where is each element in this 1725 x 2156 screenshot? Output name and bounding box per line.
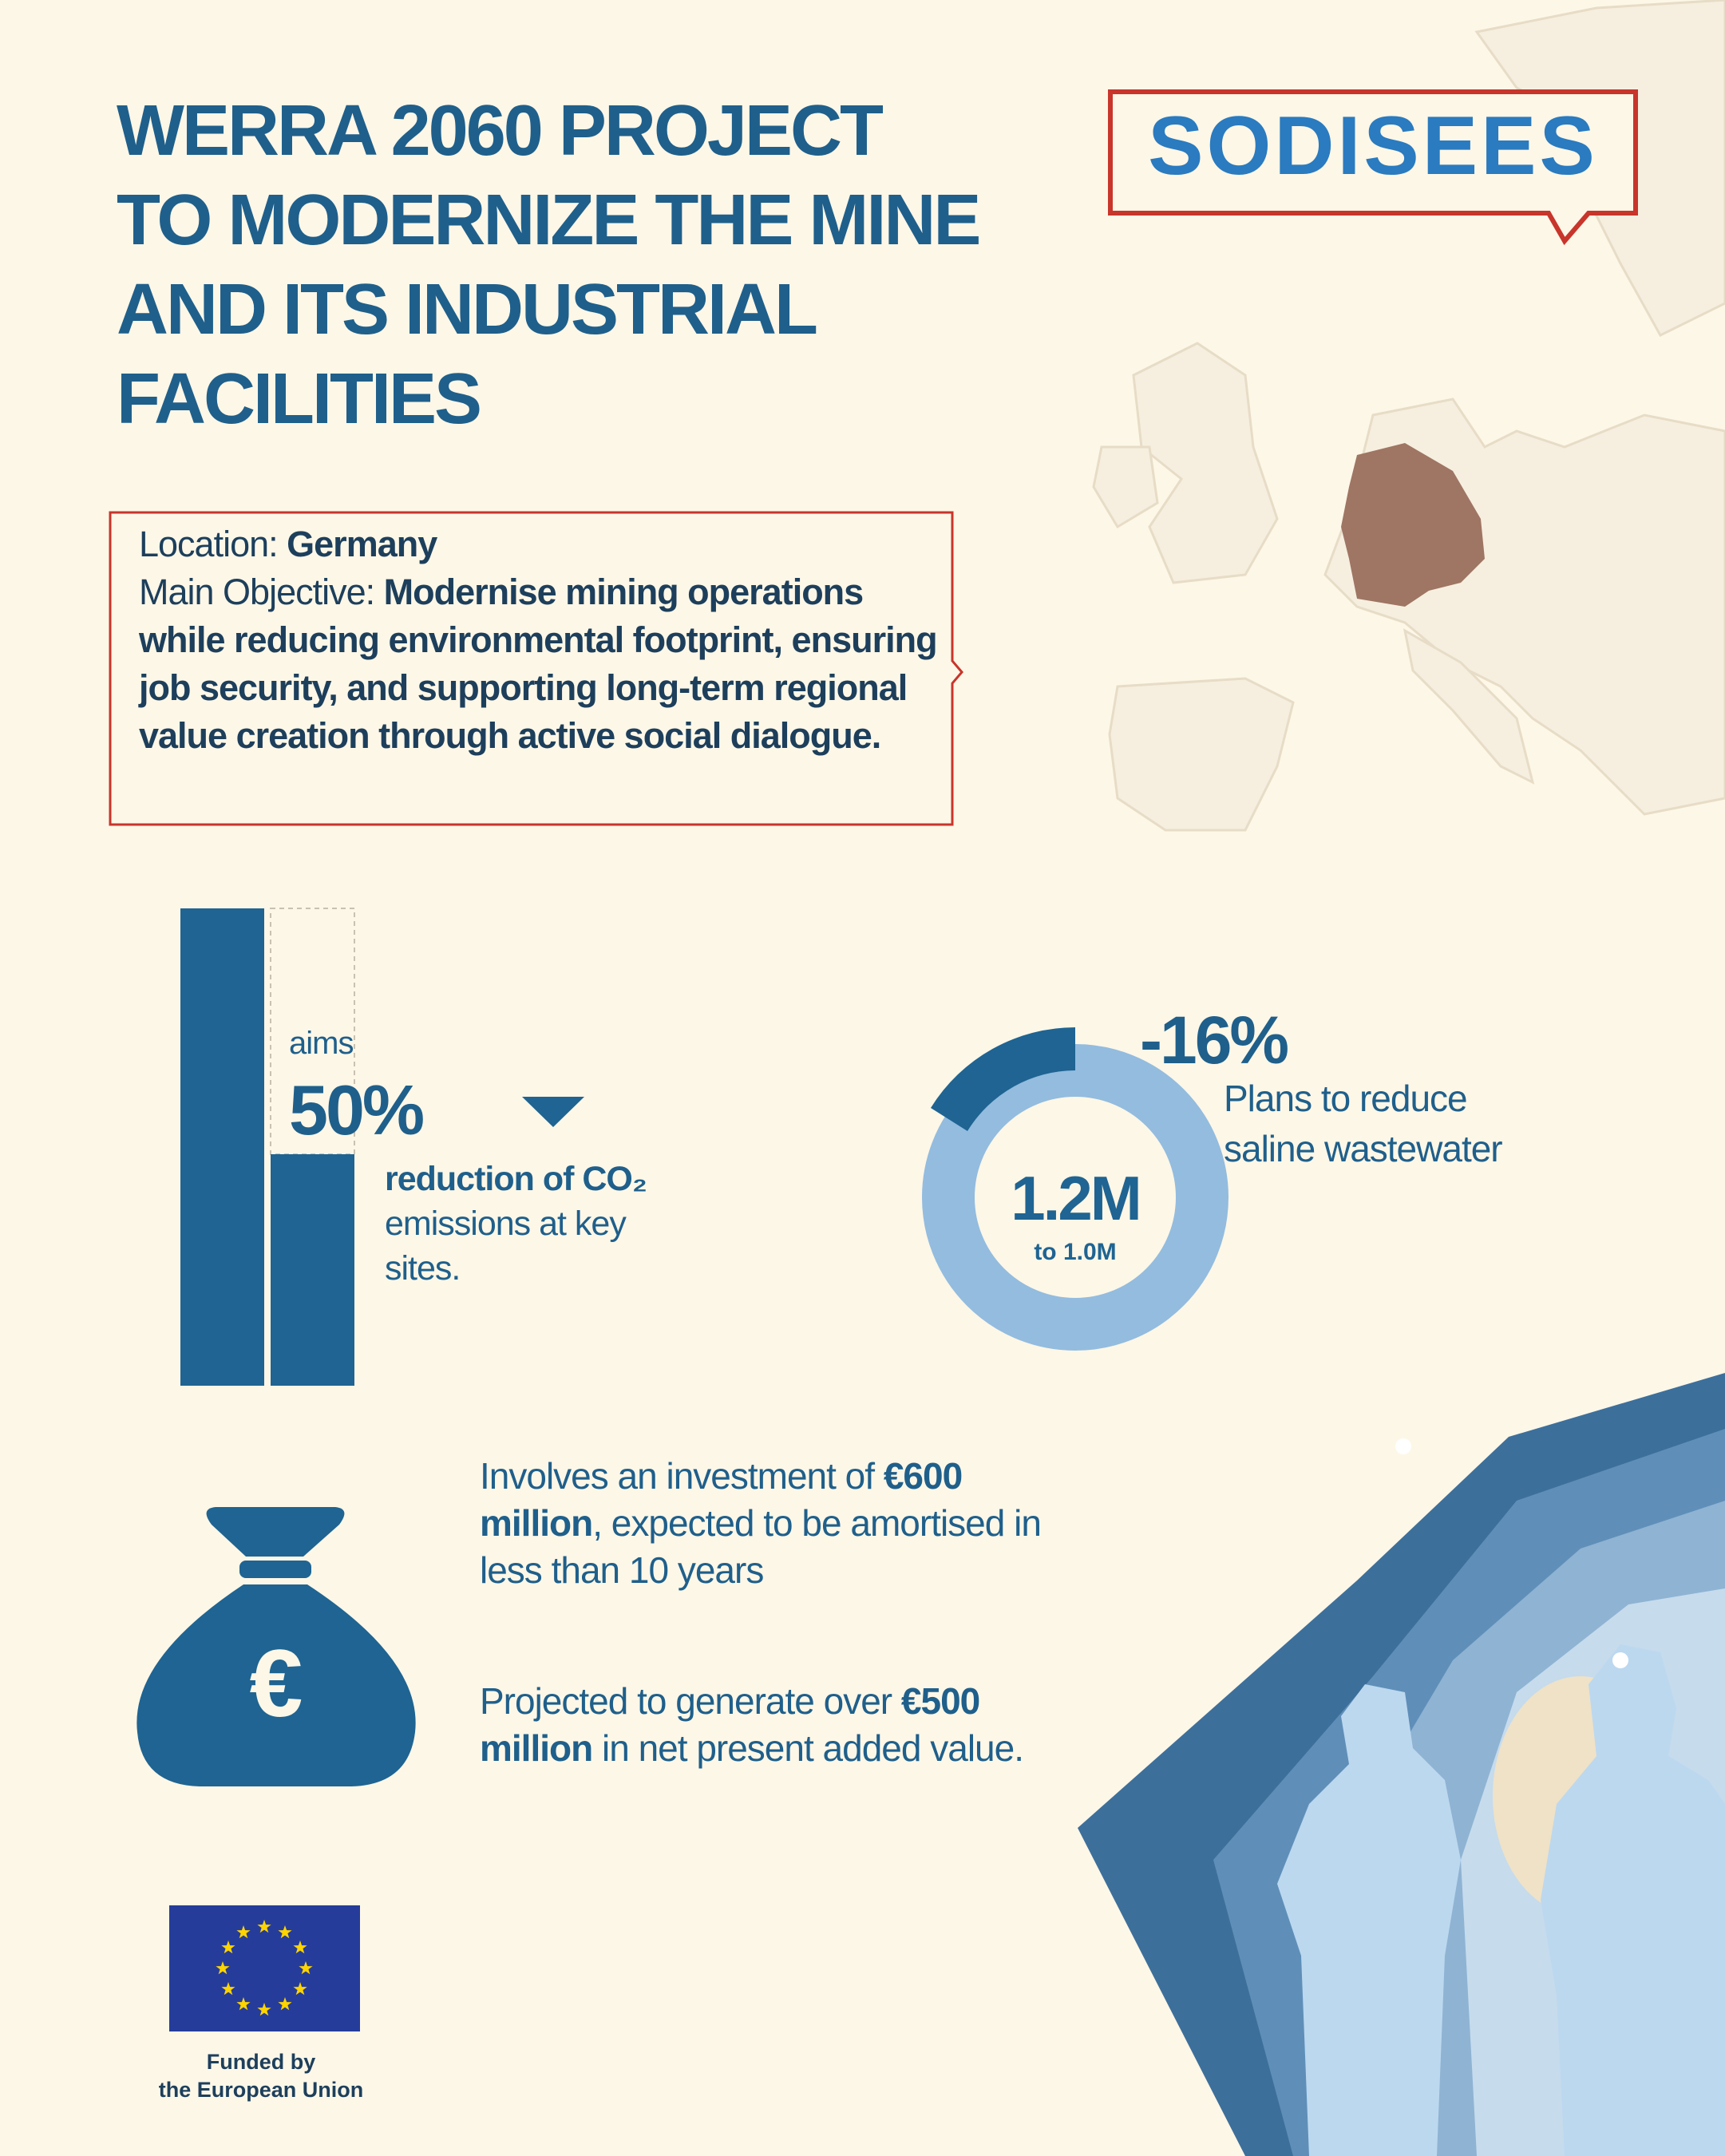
eu-star: [221, 1940, 235, 1954]
info-box: Location: Germany Main Objective: Modern…: [139, 520, 938, 760]
value-added-rest: in net present added value.: [602, 1727, 1024, 1769]
europe-map: [1092, 0, 1725, 832]
eu-star: [293, 1940, 307, 1954]
co2-text: reduction of CO₂ emissions at key sites.: [385, 1157, 696, 1291]
footer-line: Funded by: [207, 2050, 316, 2074]
value-added-amount: €500 million: [480, 1680, 980, 1769]
title-line: FACILITIES: [117, 359, 482, 439]
donut-value: 1.2M: [1011, 1163, 1139, 1233]
value-added-text: Projected to generate over €500 million …: [480, 1678, 1070, 1772]
location: Germany: [287, 524, 437, 564]
bar-half: [271, 1154, 354, 1386]
eu-star: [236, 1997, 251, 2011]
value-added-lead: Projected to generate over: [480, 1680, 892, 1722]
co2-label-bold: reduction of CO₂: [385, 1160, 647, 1198]
bar-full: [180, 908, 264, 1386]
eu-star: [299, 1961, 313, 1975]
objective: Modernise mining operations while reduci…: [139, 572, 938, 756]
logo-frame: [1108, 89, 1638, 246]
investment-rest: , expected to be amortised in less than …: [480, 1502, 1042, 1591]
cave-illustration: [1078, 1373, 1725, 2156]
investment-amount: €600 million: [480, 1455, 963, 1544]
eu-star: [236, 1925, 251, 1939]
wastewater-value: -16%: [1140, 1003, 1289, 1078]
eu-star: [257, 1920, 271, 1933]
donut-sub: to 1.0M: [1034, 1239, 1116, 1265]
title-line: TO MODERNIZE THE MINE: [117, 180, 981, 260]
eu-star: [221, 1982, 235, 1996]
germany: [1341, 443, 1485, 607]
title: WERRA 2060 PROJECT TO MODERNIZE THE MINE…: [117, 86, 981, 444]
investment-lead: Involves an investment of: [480, 1455, 875, 1497]
wastewater-label: Plans to reduce saline wastewater: [1224, 1078, 1503, 1169]
footer-line: the European Union: [159, 2078, 364, 2102]
investment-text: Involves an investment of €600 million, …: [480, 1453, 1070, 1594]
eu-star: [278, 1997, 292, 2011]
eu-star: [257, 2003, 271, 2016]
co2-value: 50%: [289, 1070, 425, 1149]
eu-star: [293, 1982, 307, 1996]
objective-label: Main Objective:: [139, 572, 375, 612]
title-line: WERRA 2060 PROJECT: [117, 91, 884, 171]
location-label: Location:: [139, 524, 279, 564]
money-bag: [136, 1507, 416, 1786]
eu-star: [216, 1961, 230, 1975]
co2-prefix: aims: [289, 1026, 354, 1061]
title-line: AND ITS INDUSTRIAL: [117, 270, 818, 350]
eu-stars: [216, 1920, 313, 2016]
logo: SODISEES: [1148, 100, 1598, 192]
eu-star: [278, 1925, 292, 1939]
donut-segment: [931, 1027, 1075, 1131]
down-arrow: [522, 1097, 584, 1127]
info-frame: [109, 511, 963, 826]
co2-label: emissions at key sites.: [385, 1205, 627, 1288]
euro-icon: €: [250, 1630, 303, 1737]
